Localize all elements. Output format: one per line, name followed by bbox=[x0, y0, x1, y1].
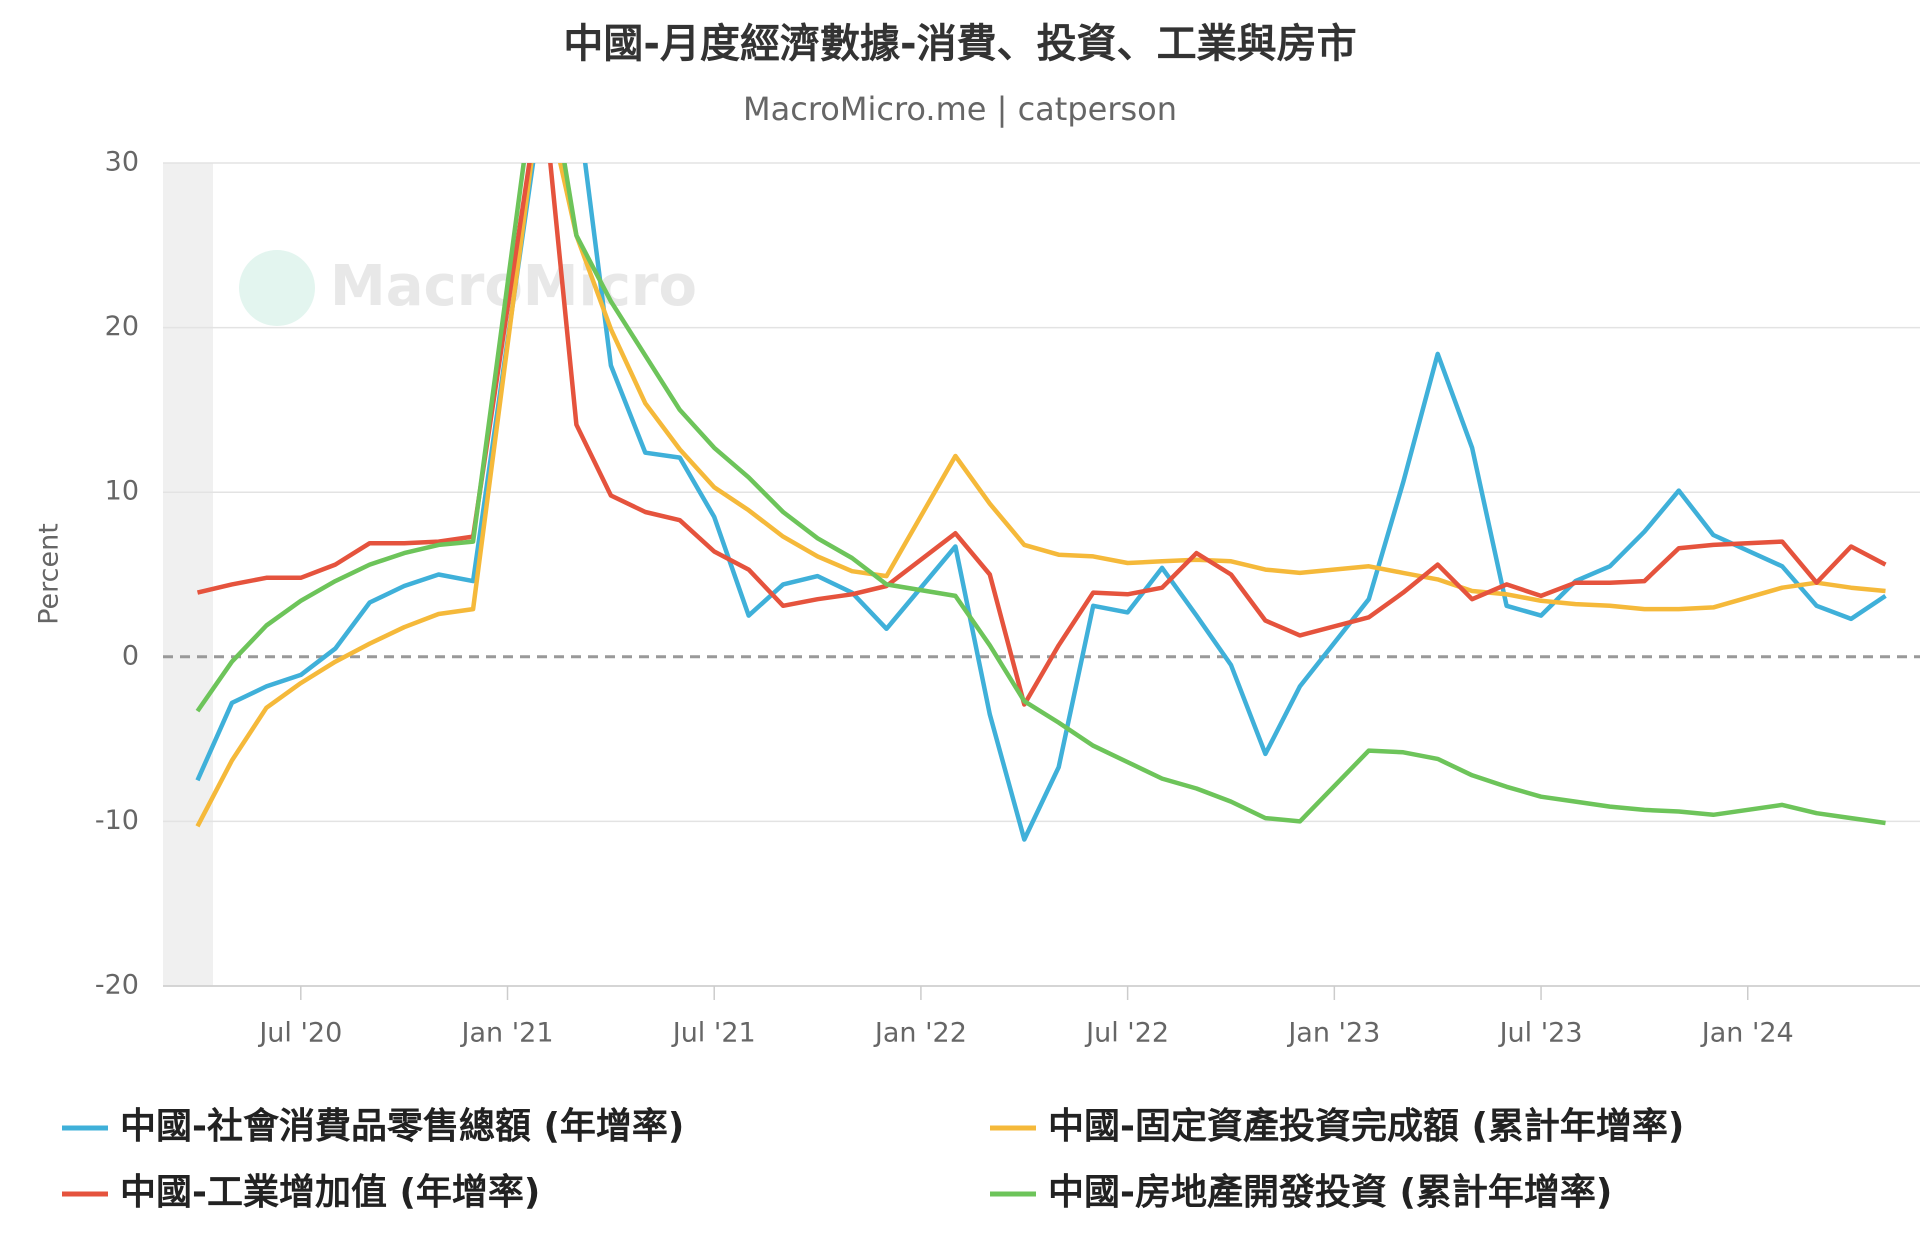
y-tick-label: 10 bbox=[105, 476, 139, 507]
chart-subtitle: MacroMicro.me | catperson bbox=[743, 90, 1177, 128]
legend: 中國-社會消費品零售總額 (年增率) 中國-固定資產投資完成額 (累計年增率) 中國… bbox=[62, 1106, 1684, 1213]
legend-label: 中國-固定資產投資完成額 (累計年增率) bbox=[1048, 1106, 1684, 1147]
x-tick-label: Jan '23 bbox=[1286, 1018, 1380, 1049]
y-axis-label: Percent bbox=[34, 523, 65, 625]
x-tick-label: Jul '23 bbox=[1498, 1018, 1583, 1049]
y-tick-label: 30 bbox=[105, 147, 139, 178]
x-tick-label: Jul '20 bbox=[257, 1018, 342, 1049]
x-tick-label: Jul '22 bbox=[1084, 1018, 1169, 1049]
x-tick-label: Jan '21 bbox=[460, 1018, 554, 1049]
shaded-band bbox=[163, 163, 213, 986]
legend-label: 中國-房地產開發投資 (累計年增率) bbox=[1048, 1172, 1612, 1213]
grid: -20 -10 0 10 20 30 Jul '20 Jan '21 Jul '21 Jan '2… bbox=[95, 147, 1920, 1049]
legend-label: 中國-工業增加值 (年增率) bbox=[120, 1172, 540, 1213]
chart-title: 中國-月度經濟數據-消費、投資、工業與房市 bbox=[563, 21, 1356, 67]
y-tick-label: -10 bbox=[95, 805, 139, 836]
watermark-logo bbox=[239, 250, 315, 326]
y-tick-label: -20 bbox=[95, 970, 139, 1001]
x-tick-label: Jan '24 bbox=[1700, 1018, 1794, 1049]
plot-lines bbox=[195, 163, 1887, 842]
series-line bbox=[195, 163, 1887, 842]
series-line bbox=[195, 163, 1886, 828]
y-tick-label: 0 bbox=[122, 640, 139, 671]
x-tick-label: Jan '22 bbox=[873, 1018, 967, 1049]
y-tick-label: 20 bbox=[105, 311, 139, 342]
legend-label: 中國-社會消費品零售總額 (年增率) bbox=[120, 1106, 684, 1147]
x-tick-label: Jul '21 bbox=[671, 1018, 756, 1049]
series-line bbox=[196, 163, 1887, 707]
series-line bbox=[195, 163, 1886, 826]
